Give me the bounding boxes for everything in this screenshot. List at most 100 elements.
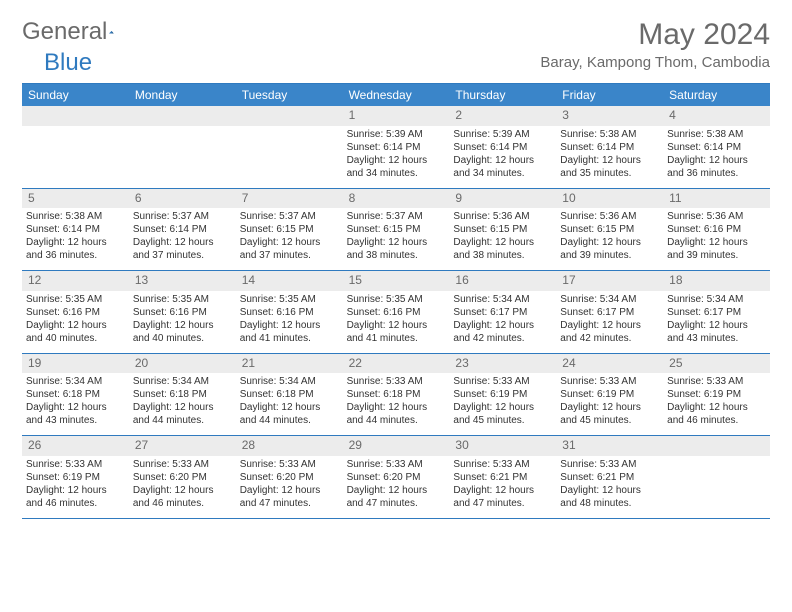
- sunset-text: Sunset: 6:14 PM: [26, 223, 125, 236]
- empty-details: [236, 126, 343, 182]
- day-number: 18: [663, 271, 770, 291]
- calendar-cell: 9Sunrise: 5:36 AMSunset: 6:15 PMDaylight…: [449, 189, 556, 271]
- daylight-text: Daylight: 12 hours and 44 minutes.: [133, 401, 232, 427]
- calendar-cell: 5Sunrise: 5:38 AMSunset: 6:14 PMDaylight…: [22, 189, 129, 271]
- calendar-cell: 6Sunrise: 5:37 AMSunset: 6:14 PMDaylight…: [129, 189, 236, 271]
- day-details: Sunrise: 5:33 AMSunset: 6:19 PMDaylight:…: [449, 373, 556, 435]
- day-details: Sunrise: 5:38 AMSunset: 6:14 PMDaylight:…: [663, 126, 770, 188]
- day-number: 30: [449, 436, 556, 456]
- daylight-text: Daylight: 12 hours and 44 minutes.: [240, 401, 339, 427]
- calendar-cell: [22, 106, 129, 188]
- sunrise-text: Sunrise: 5:33 AM: [347, 375, 446, 388]
- empty-details: [22, 126, 129, 182]
- week-row: 19Sunrise: 5:34 AMSunset: 6:18 PMDayligh…: [22, 354, 770, 437]
- day-number: 8: [343, 189, 450, 209]
- sunset-text: Sunset: 6:21 PM: [560, 471, 659, 484]
- sunrise-text: Sunrise: 5:38 AM: [560, 128, 659, 141]
- day-details: Sunrise: 5:34 AMSunset: 6:17 PMDaylight:…: [663, 291, 770, 353]
- calendar-cell: 3Sunrise: 5:38 AMSunset: 6:14 PMDaylight…: [556, 106, 663, 188]
- day-details: Sunrise: 5:33 AMSunset: 6:21 PMDaylight:…: [556, 456, 663, 518]
- daylight-text: Daylight: 12 hours and 47 minutes.: [453, 484, 552, 510]
- sunrise-text: Sunrise: 5:33 AM: [560, 375, 659, 388]
- day-number: 24: [556, 354, 663, 374]
- sunset-text: Sunset: 6:18 PM: [240, 388, 339, 401]
- month-title: May 2024: [540, 18, 770, 52]
- calendar-cell: [236, 106, 343, 188]
- sunrise-text: Sunrise: 5:35 AM: [26, 293, 125, 306]
- sunrise-text: Sunrise: 5:33 AM: [133, 458, 232, 471]
- day-number: 25: [663, 354, 770, 374]
- day-number: 14: [236, 271, 343, 291]
- calendar-cell: 26Sunrise: 5:33 AMSunset: 6:19 PMDayligh…: [22, 436, 129, 518]
- sunrise-text: Sunrise: 5:35 AM: [347, 293, 446, 306]
- calendar-cell: 11Sunrise: 5:36 AMSunset: 6:16 PMDayligh…: [663, 189, 770, 271]
- sunset-text: Sunset: 6:19 PM: [560, 388, 659, 401]
- sunset-text: Sunset: 6:18 PM: [26, 388, 125, 401]
- calendar-cell: 19Sunrise: 5:34 AMSunset: 6:18 PMDayligh…: [22, 354, 129, 436]
- dayhead-fri: Friday: [556, 84, 663, 106]
- calendar-cell: [663, 436, 770, 518]
- calendar-cell: 15Sunrise: 5:35 AMSunset: 6:16 PMDayligh…: [343, 271, 450, 353]
- calendar-cell: 10Sunrise: 5:36 AMSunset: 6:15 PMDayligh…: [556, 189, 663, 271]
- calendar-cell: 23Sunrise: 5:33 AMSunset: 6:19 PMDayligh…: [449, 354, 556, 436]
- day-number: [22, 106, 129, 126]
- day-details: Sunrise: 5:33 AMSunset: 6:20 PMDaylight:…: [343, 456, 450, 518]
- logo: General: [22, 18, 137, 46]
- calendar-cell: 29Sunrise: 5:33 AMSunset: 6:20 PMDayligh…: [343, 436, 450, 518]
- day-number: 31: [556, 436, 663, 456]
- calendar-cell: [129, 106, 236, 188]
- day-details: Sunrise: 5:34 AMSunset: 6:18 PMDaylight:…: [129, 373, 236, 435]
- day-number: 27: [129, 436, 236, 456]
- day-details: Sunrise: 5:38 AMSunset: 6:14 PMDaylight:…: [556, 126, 663, 188]
- day-number: [129, 106, 236, 126]
- sunrise-text: Sunrise: 5:37 AM: [240, 210, 339, 223]
- day-number: 9: [449, 189, 556, 209]
- day-number: 10: [556, 189, 663, 209]
- calendar-cell: 14Sunrise: 5:35 AMSunset: 6:16 PMDayligh…: [236, 271, 343, 353]
- dayhead-sun: Sunday: [22, 84, 129, 106]
- calendar-cell: 2Sunrise: 5:39 AMSunset: 6:14 PMDaylight…: [449, 106, 556, 188]
- daylight-text: Daylight: 12 hours and 46 minutes.: [133, 484, 232, 510]
- day-number: 21: [236, 354, 343, 374]
- day-details: Sunrise: 5:33 AMSunset: 6:20 PMDaylight:…: [236, 456, 343, 518]
- sunset-text: Sunset: 6:21 PM: [453, 471, 552, 484]
- calendar-cell: 31Sunrise: 5:33 AMSunset: 6:21 PMDayligh…: [556, 436, 663, 518]
- week-row: 5Sunrise: 5:38 AMSunset: 6:14 PMDaylight…: [22, 189, 770, 272]
- daylight-text: Daylight: 12 hours and 35 minutes.: [560, 154, 659, 180]
- calendar-cell: 4Sunrise: 5:38 AMSunset: 6:14 PMDaylight…: [663, 106, 770, 188]
- week-row: 12Sunrise: 5:35 AMSunset: 6:16 PMDayligh…: [22, 271, 770, 354]
- daylight-text: Daylight: 12 hours and 40 minutes.: [133, 319, 232, 345]
- daylight-text: Daylight: 12 hours and 42 minutes.: [560, 319, 659, 345]
- calendar-cell: 25Sunrise: 5:33 AMSunset: 6:19 PMDayligh…: [663, 354, 770, 436]
- day-number: 20: [129, 354, 236, 374]
- sunset-text: Sunset: 6:16 PM: [26, 306, 125, 319]
- day-details: Sunrise: 5:37 AMSunset: 6:14 PMDaylight:…: [129, 208, 236, 270]
- day-number: 3: [556, 106, 663, 126]
- day-details: Sunrise: 5:39 AMSunset: 6:14 PMDaylight:…: [449, 126, 556, 188]
- day-details: Sunrise: 5:36 AMSunset: 6:16 PMDaylight:…: [663, 208, 770, 270]
- daylight-text: Daylight: 12 hours and 36 minutes.: [667, 154, 766, 180]
- sunset-text: Sunset: 6:20 PM: [133, 471, 232, 484]
- sunrise-text: Sunrise: 5:33 AM: [453, 375, 552, 388]
- sunset-text: Sunset: 6:17 PM: [453, 306, 552, 319]
- daylight-text: Daylight: 12 hours and 44 minutes.: [347, 401, 446, 427]
- sunset-text: Sunset: 6:16 PM: [133, 306, 232, 319]
- daylight-text: Daylight: 12 hours and 40 minutes.: [26, 319, 125, 345]
- day-number: 16: [449, 271, 556, 291]
- sunrise-text: Sunrise: 5:37 AM: [133, 210, 232, 223]
- sunrise-text: Sunrise: 5:38 AM: [667, 128, 766, 141]
- sunrise-text: Sunrise: 5:35 AM: [133, 293, 232, 306]
- day-number: 4: [663, 106, 770, 126]
- day-details: Sunrise: 5:33 AMSunset: 6:19 PMDaylight:…: [663, 373, 770, 435]
- day-details: Sunrise: 5:34 AMSunset: 6:17 PMDaylight:…: [449, 291, 556, 353]
- dayhead-thu: Thursday: [449, 84, 556, 106]
- day-details: Sunrise: 5:33 AMSunset: 6:19 PMDaylight:…: [22, 456, 129, 518]
- location-text: Baray, Kampong Thom, Cambodia: [540, 54, 770, 71]
- sunset-text: Sunset: 6:14 PM: [347, 141, 446, 154]
- day-details: Sunrise: 5:35 AMSunset: 6:16 PMDaylight:…: [22, 291, 129, 353]
- daylight-text: Daylight: 12 hours and 38 minutes.: [347, 236, 446, 262]
- sunset-text: Sunset: 6:15 PM: [347, 223, 446, 236]
- calendar-cell: 1Sunrise: 5:39 AMSunset: 6:14 PMDaylight…: [343, 106, 450, 188]
- daylight-text: Daylight: 12 hours and 41 minutes.: [240, 319, 339, 345]
- day-details: Sunrise: 5:33 AMSunset: 6:19 PMDaylight:…: [556, 373, 663, 435]
